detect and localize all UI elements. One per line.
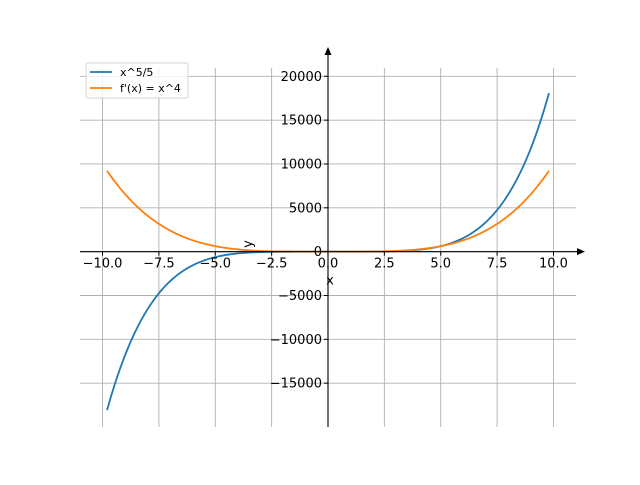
x-axis-label: x — [326, 274, 334, 289]
y-tick-label-3: 0 — [314, 245, 322, 260]
y-tick-label-4: 5000 — [289, 201, 322, 216]
legend-label-1: x^5/5 — [120, 66, 153, 79]
legend-label-2: f'(x) = x^4 — [120, 82, 181, 95]
y-axis-label: y — [241, 240, 256, 248]
y-tick-label-6: 15000 — [281, 114, 322, 129]
y-axis-arrow — [324, 47, 332, 55]
y-tick-label-7: 20000 — [281, 70, 322, 85]
legend: x^5/5 f'(x) = x^4 — [85, 62, 189, 99]
x-tick-label-1: −7.5 — [143, 257, 175, 272]
axes — [80, 47, 585, 427]
x-tick-label-6: 5.0 — [430, 257, 451, 272]
x-tick-label-8: 10.0 — [539, 257, 568, 272]
x-tick-label-7: 7.5 — [487, 257, 508, 272]
y-tick-label-1: −10000 — [270, 333, 322, 348]
x-tick-label-5: 2.5 — [374, 257, 395, 272]
x-tick-label-2: −5.0 — [199, 257, 231, 272]
y-tick-label-0: −15000 — [270, 377, 322, 392]
y-tick-label-5: 10000 — [281, 157, 322, 172]
x-axis-arrow — [577, 248, 585, 256]
x-tick-label-3: −2.5 — [256, 257, 288, 272]
x-tick-label-4: 0.0 — [318, 257, 339, 272]
ticks: −10.0 −7.5 −5.0 −2.5 0.0 2.5 5.0 7.5 10.0 −15000 −… — [83, 70, 568, 392]
x-tick-label-0: −10.0 — [83, 257, 123, 272]
y-tick-label-2: −5000 — [278, 289, 322, 304]
